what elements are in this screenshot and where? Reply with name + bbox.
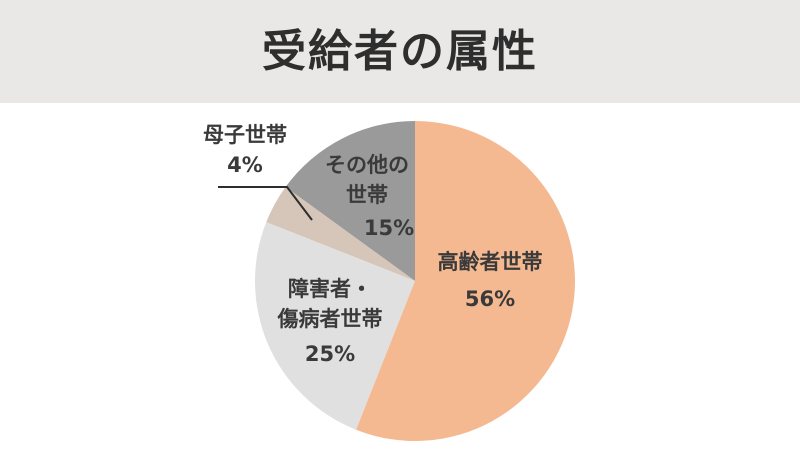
slice-label: 母子世帯 (203, 123, 287, 147)
pie-slice (285, 121, 415, 281)
chart-title: 受給者の属性 (262, 26, 538, 77)
pie-slice (254, 222, 415, 430)
pie-slice (356, 121, 575, 441)
value-label: 25% (304, 342, 356, 366)
value-label: 15% (363, 216, 415, 240)
leader-line (218, 186, 313, 221)
slice-label: 障害者・ 傷病者世帯 (277, 277, 383, 331)
value-label: 4% (227, 153, 263, 177)
slice-label: その他の 世帯 (325, 153, 409, 207)
header-band (0, 0, 800, 103)
slice-label: 高齢者世帯 (437, 250, 543, 274)
value-label: 56% (464, 287, 516, 311)
pie-slice (266, 186, 415, 281)
